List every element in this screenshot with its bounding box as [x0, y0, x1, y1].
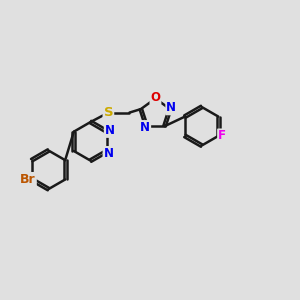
Text: Br: Br: [20, 173, 36, 186]
Text: N: N: [105, 124, 115, 137]
Text: F: F: [218, 129, 226, 142]
Text: S: S: [103, 106, 113, 119]
Text: N: N: [103, 147, 113, 160]
Text: O: O: [150, 91, 161, 104]
Text: N: N: [166, 101, 176, 114]
Text: N: N: [140, 121, 150, 134]
